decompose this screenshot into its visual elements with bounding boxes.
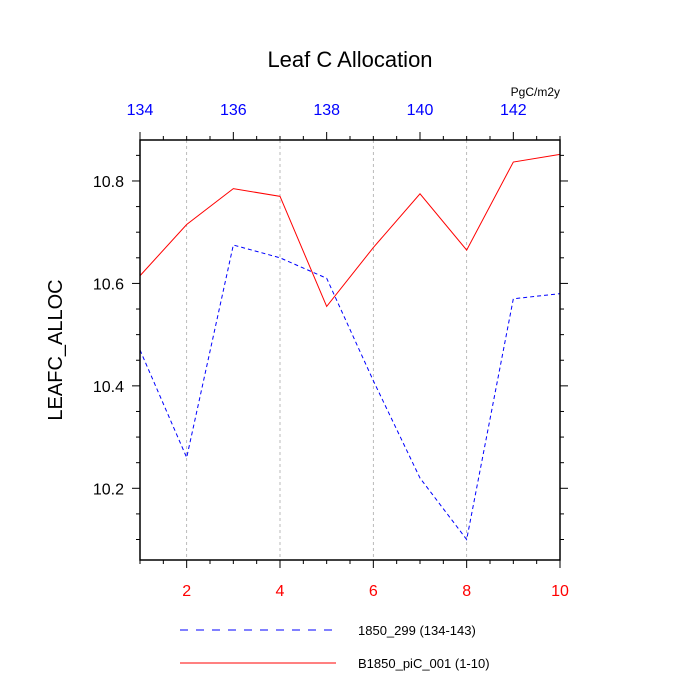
- y-tick-label: 10.8: [93, 174, 124, 191]
- x-bottom-tick-label: 4: [276, 583, 285, 600]
- y-tick-label: 10.2: [93, 481, 124, 498]
- y-tick-label: 10.6: [93, 276, 124, 293]
- y-tick-label: 10.4: [93, 379, 124, 396]
- units-label: PgC/m2y: [511, 85, 560, 99]
- legend: 1850_299 (134-143) B1850_piC_001 (1-10): [180, 623, 490, 671]
- grid-lines: [186, 140, 468, 560]
- legend-label: 1850_299 (134-143): [358, 623, 476, 638]
- x-top-tick-label: 134: [127, 102, 154, 119]
- x-top-tick-label: 140: [407, 102, 434, 119]
- x-bottom-tick-label: 6: [369, 583, 378, 600]
- x-bottom-tick-label: 10: [551, 583, 569, 600]
- plot-frame: [139, 139, 561, 561]
- x-top-tick-label: 136: [220, 102, 247, 119]
- series-line: [139, 153, 561, 308]
- x-top-tick-label: 138: [313, 102, 340, 119]
- legend-label: B1850_piC_001 (1-10): [358, 656, 490, 671]
- x-bottom-tick-label: 2: [182, 583, 191, 600]
- series-group: [139, 153, 561, 541]
- y-axis-label: LEAFC_ALLOC: [45, 279, 67, 420]
- axis-ticks: 2 4 6 8 10 134 136 138 140 142 10.2 10.4 10.6 10.8: [93, 102, 569, 600]
- x-top-tick-label: 142: [500, 102, 527, 119]
- chart-title: Leaf C Allocation: [267, 47, 432, 72]
- x-bottom-tick-label: 8: [462, 583, 471, 600]
- series-line: [139, 244, 561, 541]
